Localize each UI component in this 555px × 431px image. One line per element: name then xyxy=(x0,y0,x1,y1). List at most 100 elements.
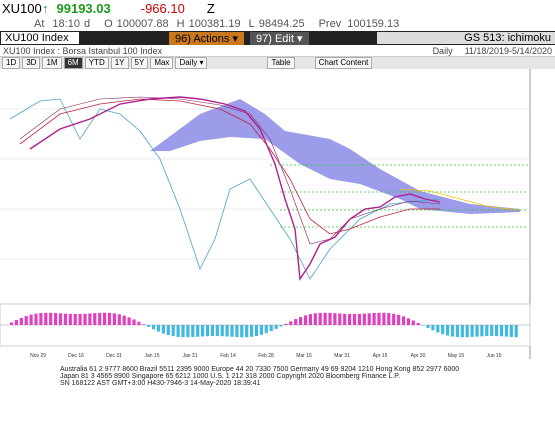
period-button[interactable]: 1Y xyxy=(111,57,129,69)
security[interactable]: XU100 Index xyxy=(1,32,79,44)
histogram-bar xyxy=(299,317,302,325)
period-button[interactable]: 6M xyxy=(64,57,83,69)
histogram-bar xyxy=(284,324,287,325)
x-tick-label: Feb 28 xyxy=(258,353,274,359)
histogram-bar xyxy=(245,325,248,337)
prev-label: Prev xyxy=(319,18,342,30)
histogram-bar xyxy=(417,323,420,325)
histogram-bar xyxy=(324,313,327,325)
low: 98494.25 xyxy=(259,18,305,30)
histogram-bar xyxy=(157,325,160,332)
histogram-bar xyxy=(108,313,111,325)
histogram-bar xyxy=(235,325,238,337)
histogram-bar xyxy=(226,325,229,336)
histogram-bar xyxy=(338,313,341,325)
histogram-bar xyxy=(172,325,175,336)
histogram-bar xyxy=(123,316,126,325)
period-button[interactable]: YTD xyxy=(85,57,109,69)
period-button[interactable]: 5Y xyxy=(131,57,149,69)
table-button[interactable]: Table xyxy=(267,57,294,69)
histogram-bar xyxy=(250,325,253,337)
period-button[interactable]: 1M xyxy=(42,57,61,69)
histogram-bar xyxy=(309,314,312,325)
histogram-bar xyxy=(314,313,317,325)
histogram-bar xyxy=(402,316,405,325)
ticker: XU100 xyxy=(2,1,38,16)
period-button[interactable]: 3D xyxy=(22,57,40,69)
histogram-bar xyxy=(353,314,356,325)
histogram-bar xyxy=(30,315,33,325)
histogram-bar xyxy=(461,325,464,337)
histogram-bar xyxy=(275,325,278,329)
histogram-bar xyxy=(265,325,268,333)
histogram-bar xyxy=(446,325,449,336)
footer: Australia 61 2 9777 8600 Brazil 5511 239… xyxy=(60,366,459,387)
histogram-bar xyxy=(177,325,180,337)
histogram-bar xyxy=(363,314,366,325)
histogram-bar xyxy=(186,325,189,337)
histogram-bar xyxy=(216,325,219,336)
prev: 100159.13 xyxy=(347,18,399,30)
last-price: 99193.03 xyxy=(57,1,111,16)
x-tick-label: Dec 16 xyxy=(68,353,84,359)
period-button[interactable]: 1D xyxy=(2,57,20,69)
histogram-bar xyxy=(466,325,469,337)
histogram-bar xyxy=(515,325,518,337)
histogram-bar xyxy=(495,325,498,336)
histogram-bar xyxy=(240,325,243,337)
title-bar: XU100 Index : Borsa Istanbul 100 Index D… xyxy=(0,45,555,57)
histogram-bar xyxy=(382,313,385,325)
histogram-bar xyxy=(93,313,96,325)
actions-menu[interactable]: 96) Actions ▾ xyxy=(169,32,244,45)
histogram-bar xyxy=(137,322,140,325)
histogram-bar xyxy=(490,325,493,336)
stats-row: At 18:10 d O 100007.88 H 100381.19 L 984… xyxy=(0,17,555,30)
date-range: 11/18/2019-5/14/2020 xyxy=(465,46,552,56)
histogram-bar xyxy=(387,313,390,325)
histogram-bar xyxy=(407,318,410,325)
histogram-bar xyxy=(20,318,23,325)
histogram-bar xyxy=(505,325,508,337)
histogram-bar xyxy=(88,313,91,325)
histogram-bar xyxy=(289,321,292,325)
histogram-bar xyxy=(74,314,77,325)
histogram-bar xyxy=(319,313,322,325)
histogram-bar xyxy=(485,325,488,336)
period-button[interactable]: Max xyxy=(150,57,173,69)
high-label: H xyxy=(177,18,185,30)
histogram-bar xyxy=(118,314,121,325)
x-tick-label: May 15 xyxy=(448,353,465,359)
histogram-bar xyxy=(147,325,150,327)
histogram-bar xyxy=(162,325,165,333)
open: 100007.88 xyxy=(117,18,169,30)
histogram-bar xyxy=(279,325,282,326)
histogram-bar xyxy=(436,325,439,332)
histogram-bar xyxy=(103,313,106,325)
histogram-bar xyxy=(152,325,155,329)
histogram-bar xyxy=(113,313,116,325)
histogram-bar xyxy=(201,325,204,336)
edit-menu[interactable]: 97) Edit ▾ xyxy=(250,32,309,45)
histogram-bar xyxy=(167,325,170,335)
histogram-bar xyxy=(196,325,199,337)
histogram-bar xyxy=(397,315,400,325)
histogram-bar xyxy=(471,325,474,337)
x-tick-label: Jan 31 xyxy=(182,353,197,359)
histogram-bar xyxy=(83,314,86,325)
quote-row: XU100 ↑ 99193.03 -966.10 Z xyxy=(0,0,555,17)
histogram-bar xyxy=(54,313,57,325)
histogram-bar xyxy=(260,325,263,335)
histogram-bar xyxy=(206,325,209,336)
histogram-bar xyxy=(451,325,454,337)
d: d xyxy=(84,18,90,30)
x-tick-label: Dec 31 xyxy=(106,353,122,359)
interval-select[interactable]: Daily ▾ xyxy=(175,57,207,69)
histogram-bar xyxy=(211,325,214,336)
histogram-bar xyxy=(132,319,135,325)
histogram-bar xyxy=(456,325,459,337)
x-tick-label: Jan 15 xyxy=(144,353,159,359)
x-tick-label: Jun 15 xyxy=(486,353,501,359)
chart-content-button[interactable]: Chart Content xyxy=(315,57,373,69)
footer-line: Japan 81 3 4565 8900 Singapore 65 6212 1… xyxy=(60,373,459,380)
histogram-bar xyxy=(59,313,62,325)
